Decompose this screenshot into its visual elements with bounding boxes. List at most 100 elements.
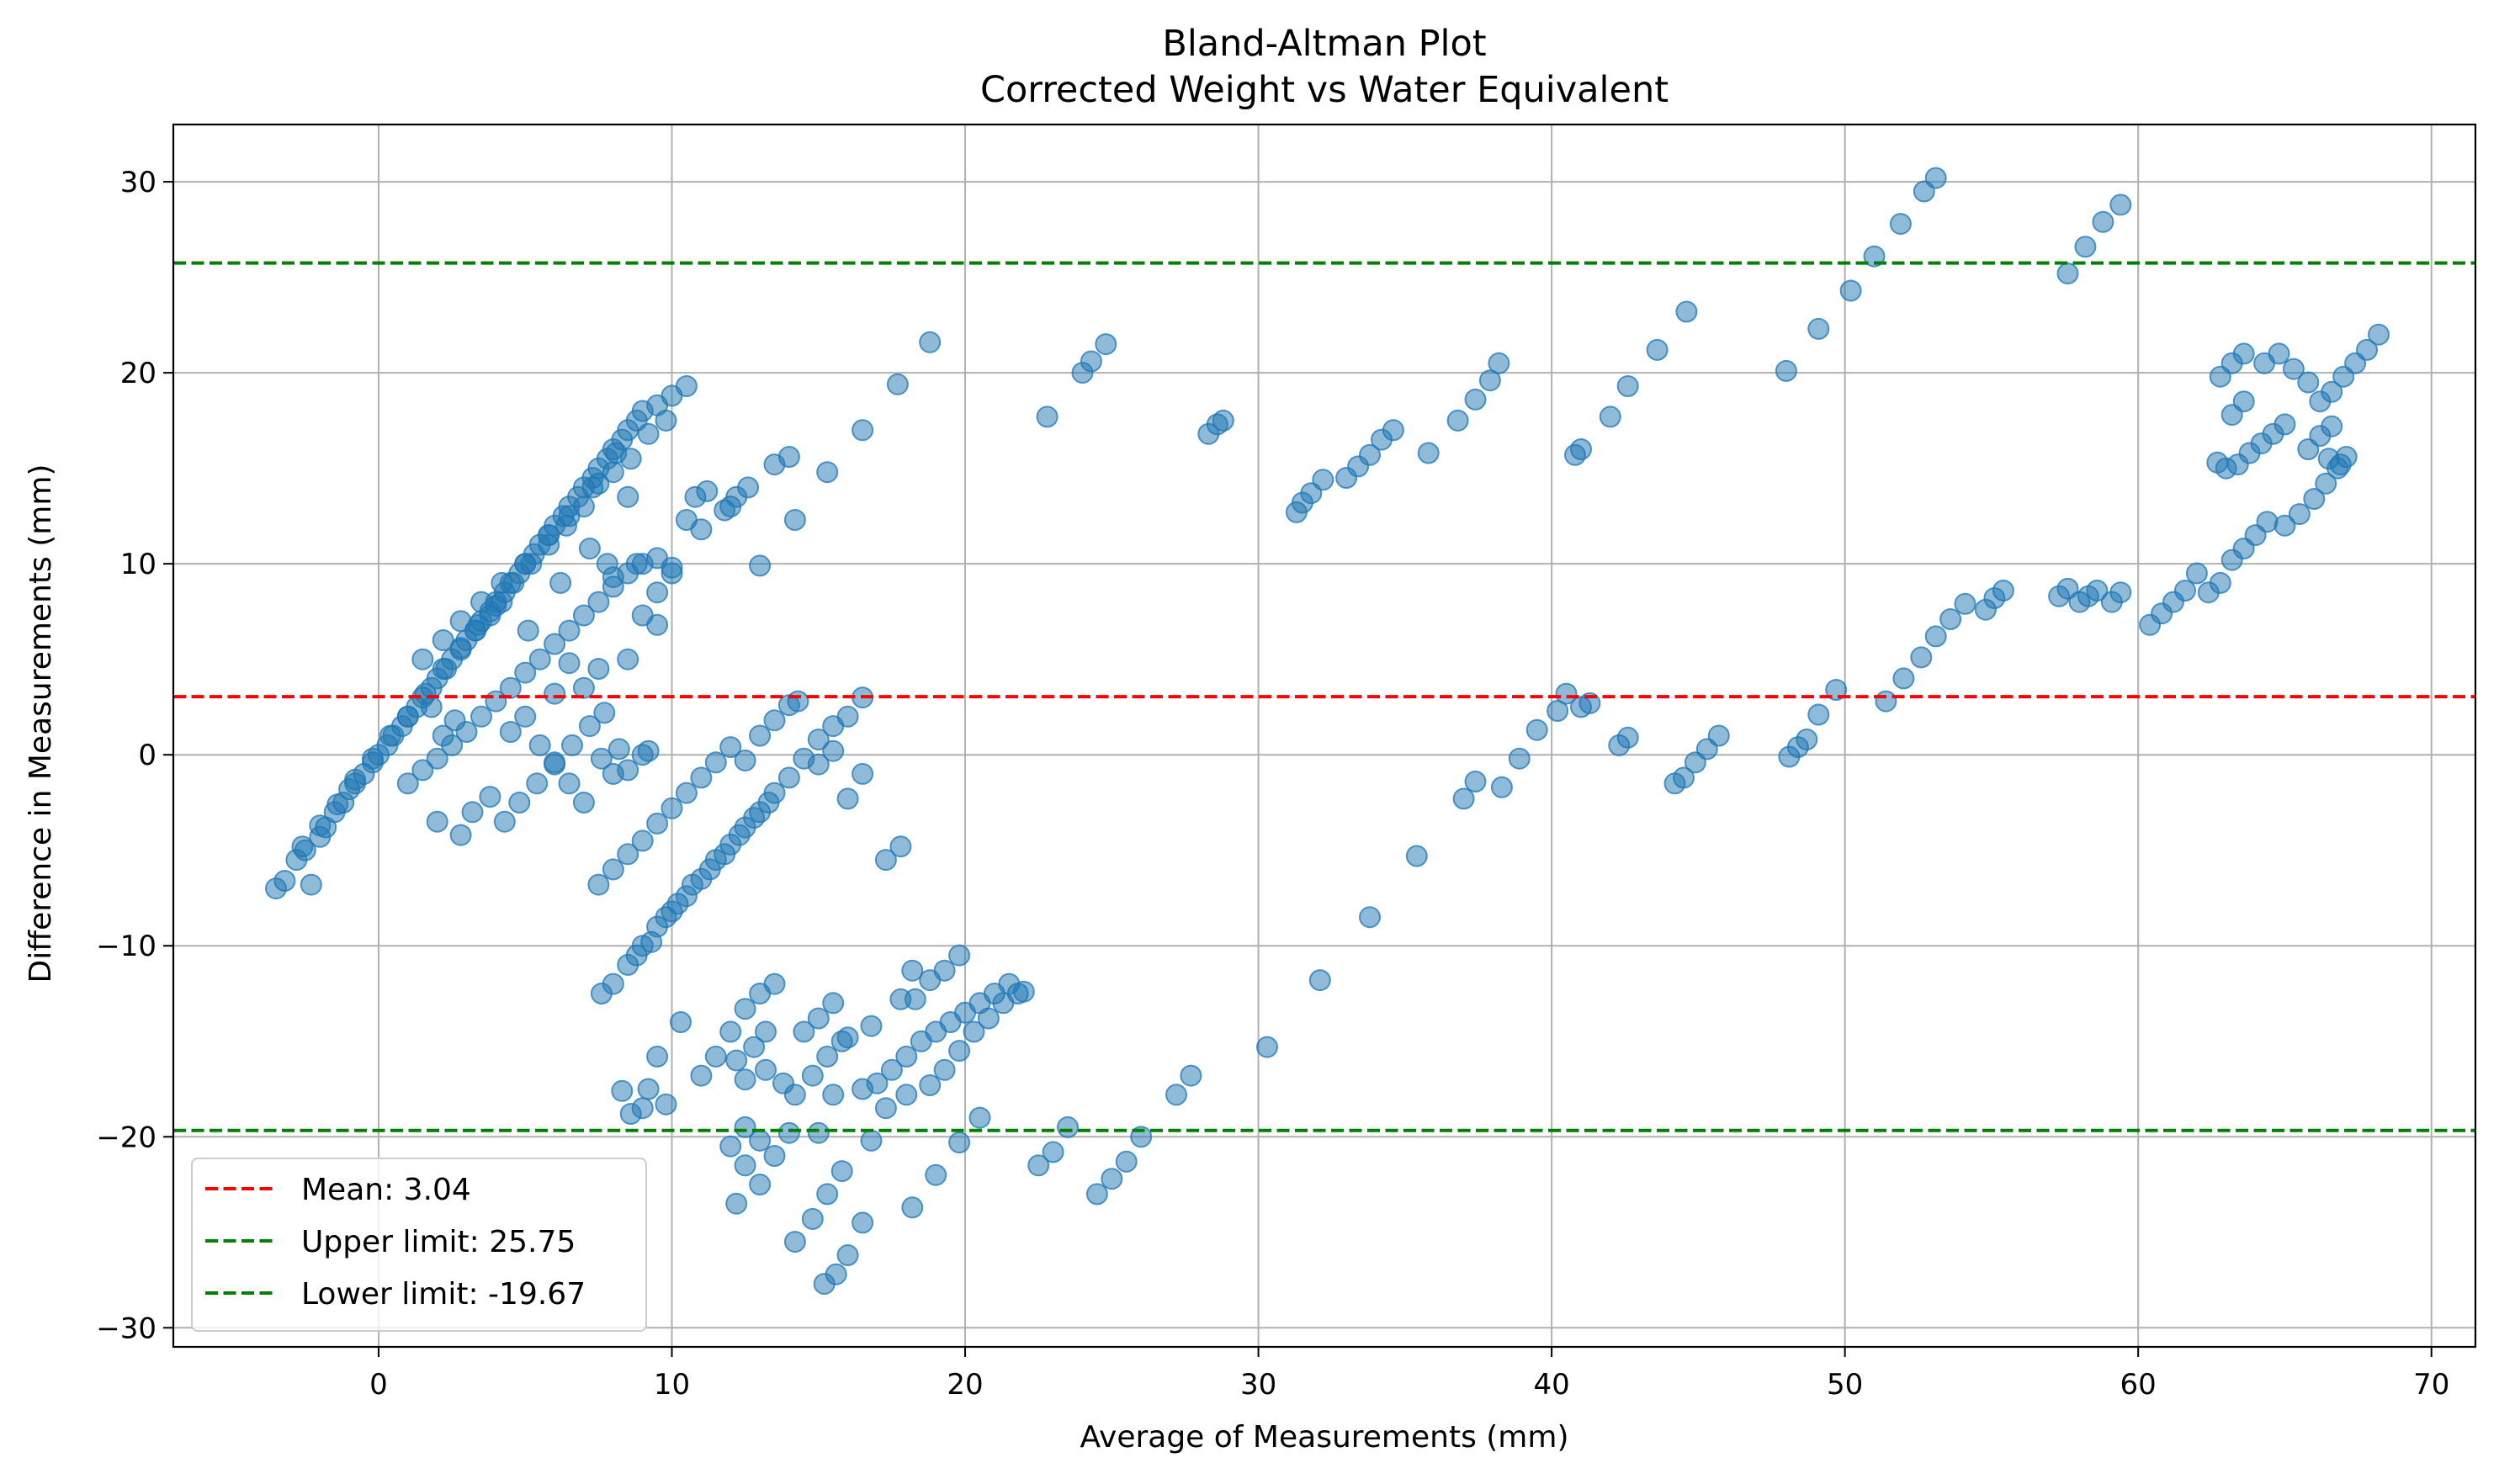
data-point — [1555, 682, 1578, 705]
data-point — [631, 829, 654, 852]
data-point — [587, 591, 610, 613]
data-point — [300, 873, 322, 896]
y-tick-label: 30 — [120, 166, 157, 199]
data-point — [528, 734, 551, 756]
data-point — [874, 849, 897, 872]
data-point — [852, 762, 874, 785]
data-point — [704, 751, 727, 774]
data-point — [1095, 333, 1117, 356]
data-point — [1115, 1150, 1138, 1173]
data-point — [948, 944, 971, 967]
data-point — [549, 571, 572, 594]
data-point — [698, 858, 721, 881]
data-point — [1616, 375, 1639, 397]
data-point — [836, 1244, 859, 1266]
data-point — [661, 556, 683, 579]
data-point — [2315, 472, 2337, 495]
data-point — [514, 553, 537, 575]
data-point — [544, 751, 566, 774]
data-point — [499, 676, 522, 699]
data-point — [2232, 390, 2255, 413]
x-tick-label: 40 — [1533, 1368, 1569, 1402]
data-point — [2056, 262, 2079, 285]
x-tick-label: 10 — [654, 1368, 690, 1402]
data-point — [291, 835, 314, 858]
data-point — [1359, 906, 1381, 929]
data-point — [2335, 446, 2358, 468]
x-tick-label: 70 — [2413, 1368, 2449, 1402]
data-point — [1508, 747, 1531, 770]
y-tick-label: 0 — [138, 739, 157, 772]
data-point — [948, 1132, 971, 1154]
legend-label: Lower limit: -19.67 — [301, 1277, 586, 1312]
data-point — [273, 870, 296, 892]
data-point — [572, 792, 595, 814]
data-point — [2303, 488, 2326, 510]
chart-title: Bland-Altman Plot — [1162, 23, 1486, 65]
data-point — [449, 610, 472, 633]
data-point — [1405, 845, 1428, 867]
data-point — [1775, 359, 1797, 382]
data-point — [411, 648, 434, 670]
x-tick-label: 60 — [2120, 1368, 2157, 1402]
data-point — [1547, 700, 1569, 722]
data-point — [807, 1121, 830, 1144]
data-point — [432, 724, 454, 747]
data-point — [719, 496, 742, 518]
data-point — [611, 1079, 634, 1102]
data-point — [617, 485, 639, 508]
data-point — [2274, 413, 2296, 436]
data-point — [1910, 646, 1933, 669]
data-point — [807, 1007, 830, 1030]
data-point — [1807, 703, 1830, 726]
data-point — [479, 786, 501, 808]
data-point — [1446, 409, 1469, 432]
data-point — [590, 747, 613, 770]
data-point — [749, 724, 772, 747]
data-point — [637, 422, 660, 445]
data-point — [1042, 1141, 1064, 1163]
data-point — [1464, 771, 1487, 792]
data-point — [608, 738, 630, 761]
data-point — [470, 591, 492, 613]
data-point — [443, 709, 466, 732]
data-point — [625, 944, 648, 967]
data-point — [1796, 729, 1818, 750]
data-point — [572, 676, 595, 699]
data-point — [690, 518, 713, 541]
data-point — [675, 375, 698, 397]
data-point — [901, 959, 924, 982]
data-point — [326, 793, 349, 816]
data-point — [578, 538, 601, 559]
data-point — [581, 476, 604, 499]
data-point — [661, 797, 683, 819]
data-point — [344, 768, 367, 791]
data-point — [734, 1068, 756, 1091]
data-point — [1308, 969, 1331, 992]
data-point — [491, 571, 513, 594]
reference-lines — [173, 261, 2475, 1132]
data-point — [2174, 580, 2196, 602]
data-point — [1452, 787, 1475, 810]
data-point — [719, 1020, 742, 1043]
data-point — [704, 1045, 727, 1068]
data-point — [587, 873, 610, 896]
data-point — [889, 988, 912, 1010]
data-point — [749, 1174, 772, 1195]
data-point — [426, 747, 448, 770]
data-point — [578, 715, 601, 738]
data-point — [2092, 210, 2114, 233]
data-point — [493, 810, 516, 833]
data-point — [2209, 571, 2231, 594]
data-point — [1006, 983, 1029, 1004]
x-tick-label: 50 — [1827, 1368, 1863, 1402]
data-point — [719, 1135, 742, 1158]
data-point — [1599, 405, 1621, 428]
data-point — [1616, 726, 1639, 749]
data-point — [379, 724, 401, 747]
data-point — [728, 824, 751, 846]
plot-frame — [172, 123, 2477, 1349]
data-point — [675, 782, 698, 804]
data-point — [1675, 300, 1698, 323]
